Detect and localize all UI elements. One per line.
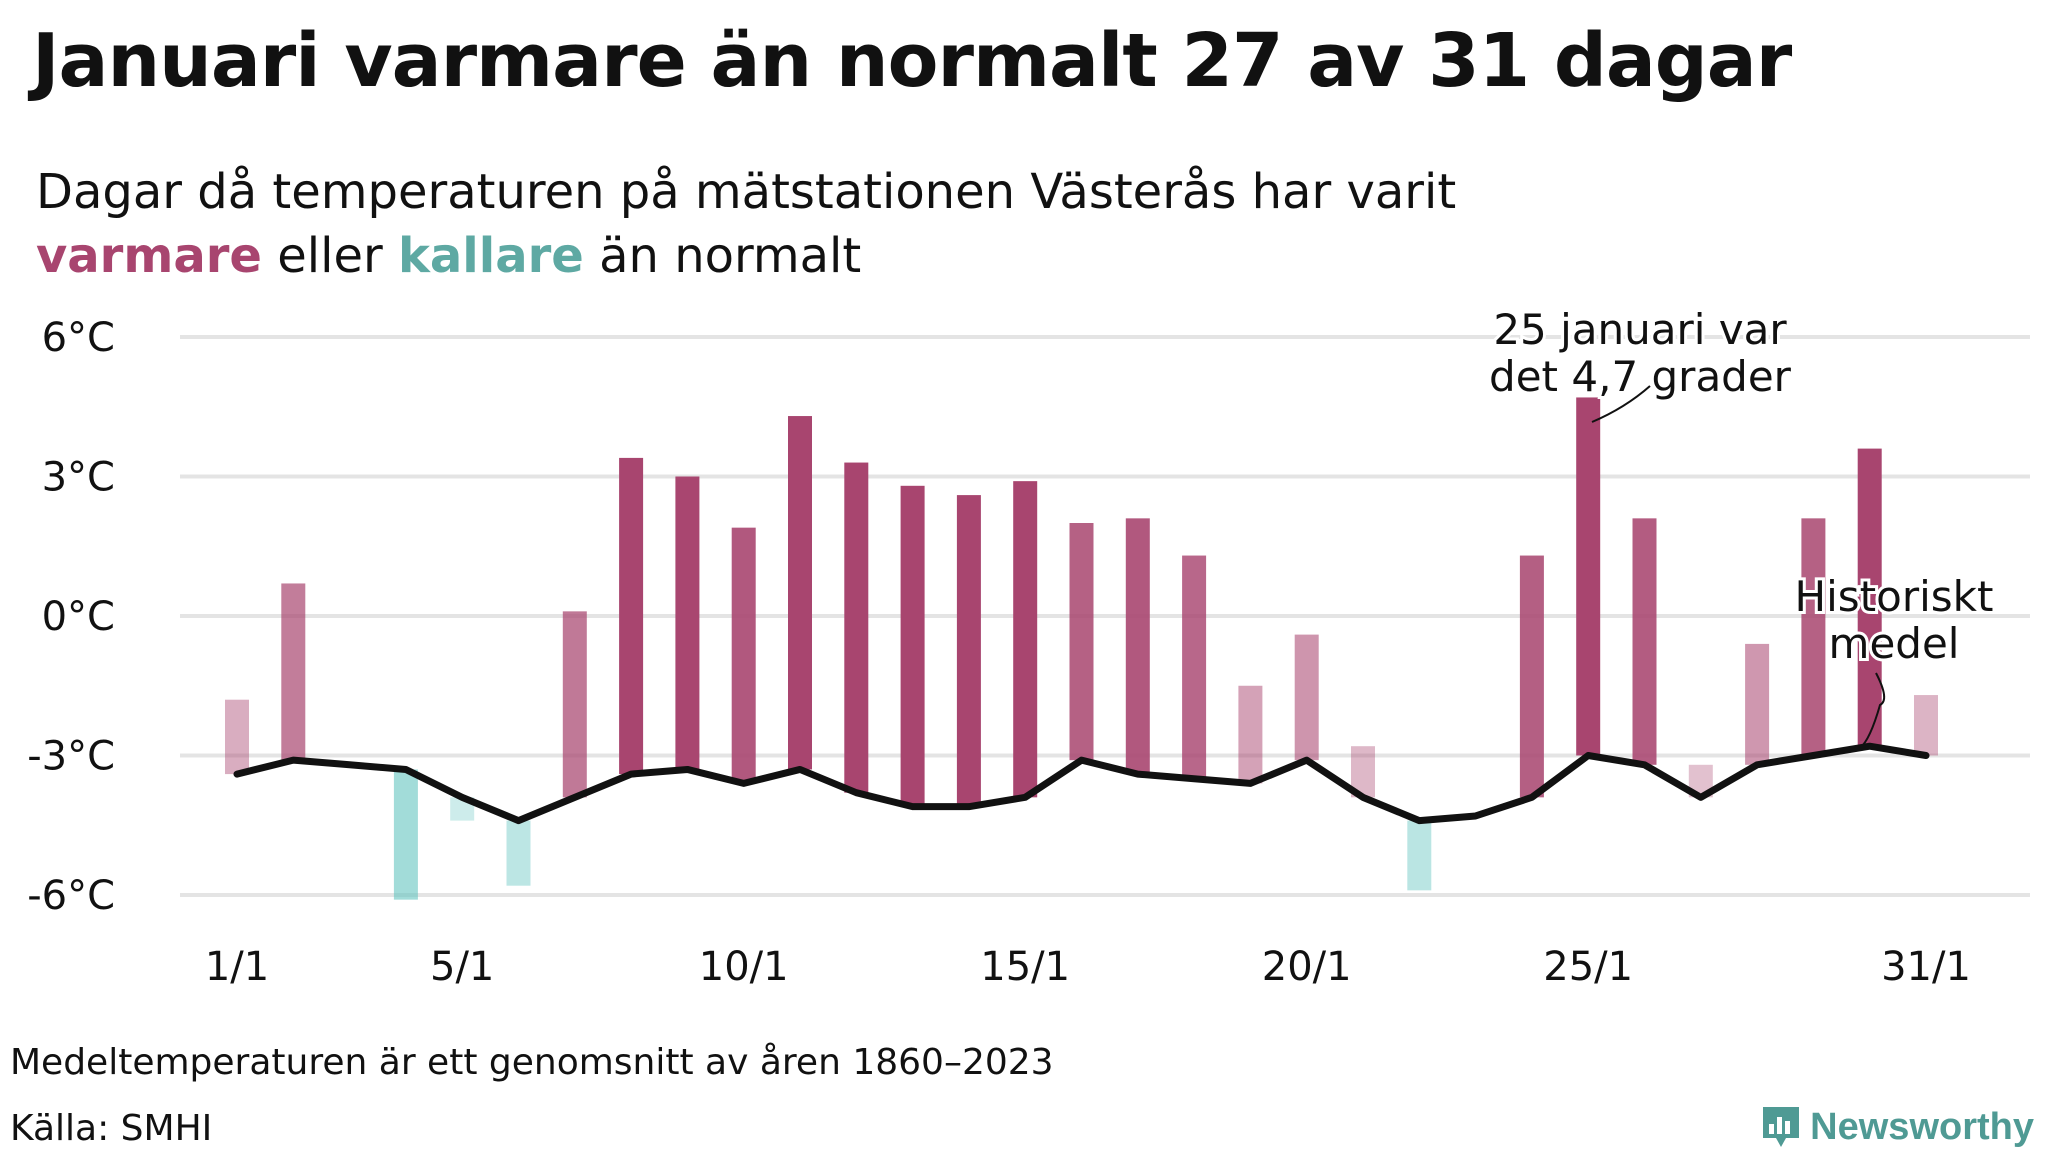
bar-day-7 (562, 611, 587, 798)
annotations: 25 januari var det 4,7 grader Historiskt… (1486, 302, 1996, 749)
bar-day-14 (956, 495, 981, 807)
bar-day-11 (788, 416, 812, 770)
x-tick-label: 20/1 (1262, 944, 1352, 990)
bar-day-22 (1407, 820, 1432, 891)
bar-day-8 (619, 457, 644, 775)
bar-day-13 (900, 485, 925, 807)
historical-mean-line (233, 742, 1930, 825)
bar-day-18 (1182, 555, 1207, 779)
bar-day-6 (506, 820, 531, 886)
y-tick-label: -3°C (27, 734, 115, 780)
subtitle-line-1: Dagar då temperaturen på mätstationen Vä… (36, 164, 1457, 220)
bar-day-30 (1857, 448, 1882, 747)
x-tick-label: 31/1 (1881, 944, 1971, 990)
x-axis-labels: 1/1 5/1 10/1 15/1 20/1 25/1 31/1 (205, 944, 1971, 990)
x-tick-label: 25/1 (1543, 944, 1633, 990)
x-tick-label: 10/1 (699, 944, 789, 990)
bar-day-19 (1238, 685, 1263, 784)
bar-day-16 (1069, 523, 1094, 761)
legend-cold-word: kallare (397, 228, 584, 284)
y-tick-label: 0°C (42, 594, 115, 640)
subtitle-line-2: varmare eller kallare än normalt (36, 224, 1456, 288)
bar-day-1 (225, 699, 249, 775)
annotation-max-line-1: 25 januari var (1493, 305, 1787, 354)
annotation-mean-line-1: Historiskt (1795, 572, 1994, 621)
y-tick-label: 3°C (42, 455, 115, 501)
bar-day-15 (1013, 481, 1038, 798)
subtitle-end-words: än normalt (599, 228, 862, 284)
x-tick-label: 15/1 (980, 944, 1070, 990)
brand-name: Newsworthy (1810, 1105, 2034, 1148)
y-tick-label: -6°C (27, 873, 115, 919)
y-axis-labels: 6°C 3°C 0°C -3°C -6°C (27, 315, 115, 919)
bar-day-29 (1801, 518, 1826, 756)
x-tick-label: 1/1 (205, 944, 269, 990)
temperature-bars (225, 397, 1938, 900)
bar-day-31 (1914, 695, 1938, 756)
bar-day-4 (393, 769, 418, 900)
historical-mean-series (233, 742, 1930, 825)
bar-day-25 (1576, 397, 1601, 756)
subtitle-mid-word: eller (277, 228, 383, 284)
annotation-max-pointer (1591, 385, 1651, 423)
newsworthy-logo-icon (1763, 1107, 1800, 1147)
bar-day-9 (675, 476, 700, 770)
grid-lines (180, 335, 2030, 897)
bar-day-2 (281, 583, 306, 761)
bar-day-24 (1519, 555, 1544, 798)
bar-day-12 (844, 462, 869, 793)
legend-warm-word: varmare (36, 228, 262, 284)
chart-title: Januari varmare än normalt 27 av 31 daga… (32, 18, 1792, 104)
bar-day-10 (731, 527, 756, 784)
annotation-mean-pointer (1859, 672, 1886, 749)
annotation-mean-line-2: medel (1829, 619, 1960, 668)
brand-logo: Newsworthy (1760, 1104, 2034, 1150)
bar-day-26 (1632, 518, 1657, 765)
chart-subtitle: Dagar då temperaturen på mätstationen Vä… (36, 160, 1456, 288)
bar-day-17 (1125, 518, 1150, 775)
footnote: Medeltemperaturen är ett genomsnitt av å… (10, 1042, 1054, 1083)
bar-day-28 (1745, 643, 1770, 765)
source: Källa: SMHI (10, 1108, 213, 1149)
y-tick-label: 6°C (42, 315, 115, 361)
bar-day-20 (1294, 634, 1319, 761)
x-tick-label: 5/1 (430, 944, 494, 990)
